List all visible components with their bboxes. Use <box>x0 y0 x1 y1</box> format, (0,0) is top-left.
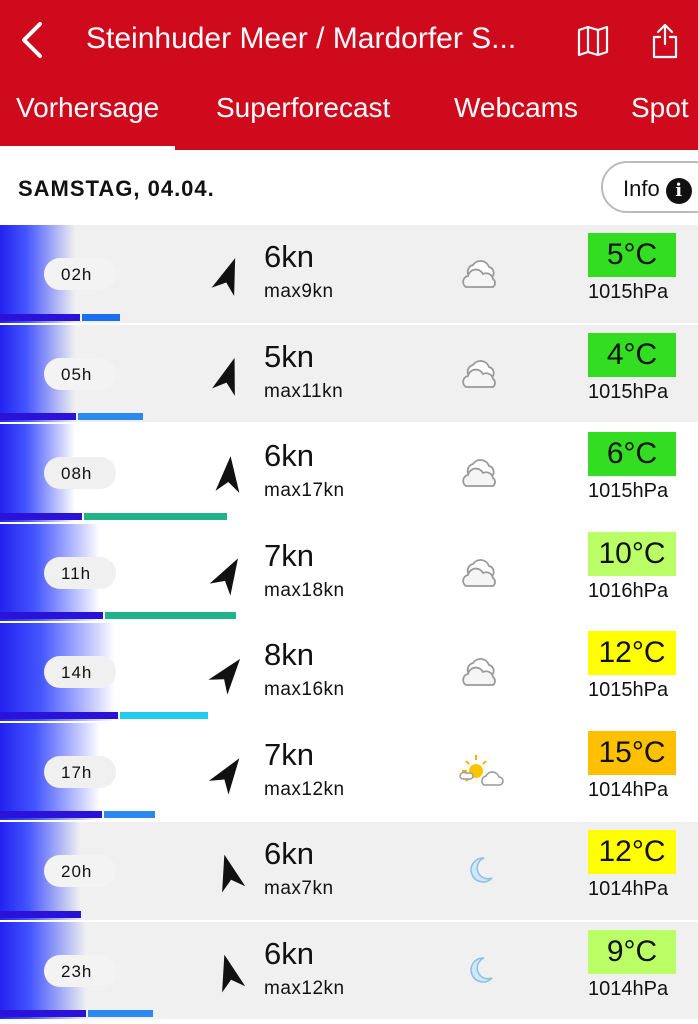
temperature: 15°C <box>588 730 676 775</box>
temperature: 9°C <box>588 929 676 974</box>
wind-direction-arrow-icon <box>209 551 250 596</box>
pressure: 1015hPa <box>588 380 669 403</box>
wind-bar <box>0 413 76 420</box>
spot-title: Steinhuder Meer / Mardorfer S... <box>86 22 517 55</box>
gust-speed: max12kn <box>264 778 345 800</box>
forecast-row[interactable]: 17h 7kn max12kn 15°C 1014hPa <box>0 722 698 822</box>
gust-bar <box>105 612 236 619</box>
wind-direction-arrow-icon <box>212 951 246 993</box>
hour-label: 05h <box>44 357 116 390</box>
gust-bar <box>120 711 208 719</box>
tab-vorhersage[interactable]: Vorhersage <box>0 92 176 150</box>
wind-direction-arrow-icon <box>208 750 250 795</box>
day-label: SAMSTAG, 04.04. <box>18 176 215 201</box>
temperature: 5°C <box>588 233 676 277</box>
temperature: 12°C <box>588 830 676 874</box>
map-icon <box>577 25 609 57</box>
cloud-icon <box>458 554 502 590</box>
cloud-icon <box>458 653 502 689</box>
gust-speed: max16kn <box>264 679 345 700</box>
pressure: 1014hPa <box>588 878 669 900</box>
hour-label: 11h <box>44 556 116 589</box>
cloud-icon <box>458 255 502 291</box>
gust-bar <box>88 1010 153 1017</box>
chevron-left-icon <box>22 22 42 58</box>
wind-speed: 6kn <box>264 935 314 971</box>
info-label: Info <box>623 176 660 201</box>
pressure: 1014hPa <box>588 778 669 801</box>
forecast-row[interactable]: 14h 8kn max16kn 12°C 1015hPa <box>0 623 698 723</box>
gust-speed: max9kn <box>264 281 334 302</box>
pressure: 1016hPa <box>588 579 669 602</box>
forecast-row[interactable]: 23h 6kn max12kn 9°C 1014hPa <box>0 921 698 1021</box>
hour-label: 17h <box>44 755 116 788</box>
hour-label: 14h <box>44 656 116 688</box>
back-button[interactable] <box>18 20 46 67</box>
wind-direction-arrow-icon <box>211 353 247 396</box>
info-button[interactable]: Info i <box>601 161 698 213</box>
gust-bar <box>78 413 143 420</box>
forecast-row[interactable]: 02h 6kn max9kn 5°C 1015hPa <box>0 225 698 325</box>
wind-bar <box>0 1010 86 1017</box>
pressure: 1015hPa <box>588 480 669 502</box>
app-header: Steinhuder Meer / Mardorfer S... Vorhers… <box>0 0 698 150</box>
wind-speed: 5kn <box>264 338 314 374</box>
pressure: 1015hPa <box>588 281 669 303</box>
forecast-row[interactable]: 11h 7kn max18kn 10°C 1016hPa <box>0 523 698 623</box>
gust-speed: max18kn <box>264 579 345 601</box>
info-icon: i <box>665 178 692 204</box>
wind-bar <box>0 811 102 818</box>
wind-speed: 8kn <box>264 637 314 672</box>
moon-icon <box>458 952 502 988</box>
gust-bar <box>104 811 155 818</box>
forecast-row[interactable]: 05h 5kn max11kn 4°C 1015hPa <box>0 324 698 424</box>
wind-speed: 6kn <box>264 836 314 871</box>
wind-direction-arrow-icon <box>208 651 251 695</box>
cloud-icon <box>458 454 502 490</box>
forecast-row[interactable]: 20h 6kn max7kn 12°C 1014hPa <box>0 822 698 922</box>
gust-speed: max7kn <box>264 878 334 899</box>
hour-label: 02h <box>44 258 116 290</box>
temperature: 10°C <box>588 531 676 576</box>
temperature: 12°C <box>588 631 676 675</box>
wind-bar <box>0 711 118 719</box>
moon-icon <box>458 852 502 888</box>
wind-speed: 6kn <box>264 239 314 274</box>
share-icon <box>652 23 678 59</box>
share-button[interactable] <box>650 22 680 65</box>
temperature: 6°C <box>588 432 676 476</box>
pressure: 1014hPa <box>588 977 669 1000</box>
gust-bar <box>84 512 227 520</box>
gust-speed: max11kn <box>264 380 344 402</box>
hour-label: 08h <box>44 457 116 489</box>
sun-cloud-icon <box>458 753 504 789</box>
wind-direction-arrow-icon <box>211 254 248 297</box>
map-button[interactable] <box>576 24 610 63</box>
gust-bar <box>82 313 120 321</box>
hour-label: 20h <box>44 855 116 887</box>
temperature: 4°C <box>588 332 676 377</box>
tab-bar: Vorhersage Superforecast Webcams Spot <box>0 88 698 150</box>
gust-speed: max17kn <box>264 480 345 501</box>
wind-bar <box>0 313 80 321</box>
wind-direction-arrow-icon <box>212 851 246 893</box>
tab-superforecast[interactable]: Superforecast <box>216 92 391 123</box>
tab-webcams[interactable]: Webcams <box>454 92 578 123</box>
cloud-icon <box>458 355 502 391</box>
pressure: 1015hPa <box>588 679 669 701</box>
wind-speed: 7kn <box>264 537 314 573</box>
wind-speed: 7kn <box>264 736 314 772</box>
forecast-row[interactable]: 08h 6kn max17kn 6°C 1015hPa <box>0 424 698 524</box>
gust-speed: max12kn <box>264 977 345 999</box>
wind-bar <box>0 512 82 520</box>
hour-label: 23h <box>44 954 116 987</box>
wind-speed: 6kn <box>264 438 314 473</box>
forecast-list: 02h 6kn max9kn 5°C 1015hPa 05h 5kn max11… <box>0 225 698 1021</box>
wind-direction-arrow-icon <box>214 455 243 493</box>
wind-bar <box>0 612 103 619</box>
tab-spot[interactable]: Spot <box>631 92 689 123</box>
wind-bar <box>0 910 81 918</box>
